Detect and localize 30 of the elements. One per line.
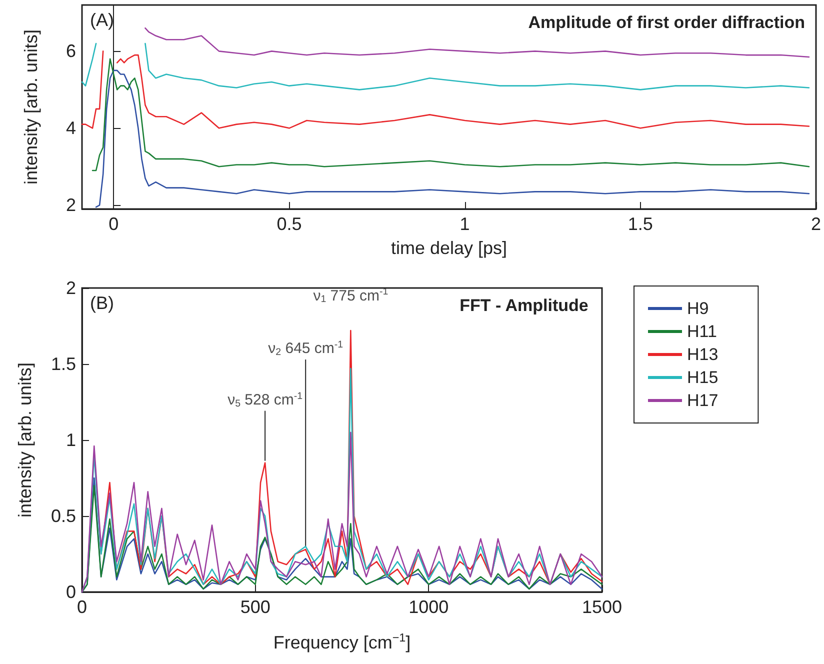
legend-label: H11 — [687, 322, 717, 341]
y-axis-title: intensity [arb. units] — [15, 362, 35, 518]
y-tick-label: 1 — [66, 430, 76, 450]
y-tick-label: 0 — [66, 582, 76, 602]
y-tick-label: 4 — [66, 118, 76, 138]
legend-label: H9 — [687, 299, 709, 318]
y-axis-title: intensity [arb. units] — [21, 29, 41, 185]
line-series — [92, 58, 810, 172]
x-tick-label: 1000 — [408, 597, 449, 617]
chart-title: FFT - Amplitude — [460, 296, 588, 315]
x-tick-label: 1 — [460, 214, 470, 234]
x-tick-label: 0.5 — [276, 214, 302, 234]
y-tick-label: 1.5 — [50, 354, 76, 374]
x-tick-label: 1.5 — [628, 214, 653, 234]
legend-label: H15 — [687, 368, 718, 387]
annotation: (A) — [90, 10, 114, 30]
y-tick-label: 6 — [66, 41, 76, 62]
annotation: (B) — [90, 293, 114, 313]
x-tick-label: 500 — [240, 597, 270, 617]
legend-label: H13 — [687, 345, 718, 364]
y-tick-label: 2 — [66, 195, 76, 216]
x-tick-label: 2 — [810, 214, 821, 234]
y-tick-label: 2 — [66, 278, 76, 298]
legend-label: H17 — [687, 391, 718, 410]
x-axis-title: time delay [ps] — [390, 238, 508, 258]
line-series — [95, 70, 810, 208]
text: Amplitude of first order diffraction — [528, 13, 806, 32]
x-tick-label: 0 — [108, 214, 119, 234]
x-tick-label: 1500 — [582, 597, 622, 617]
y-tick-label: 0.5 — [50, 506, 76, 526]
